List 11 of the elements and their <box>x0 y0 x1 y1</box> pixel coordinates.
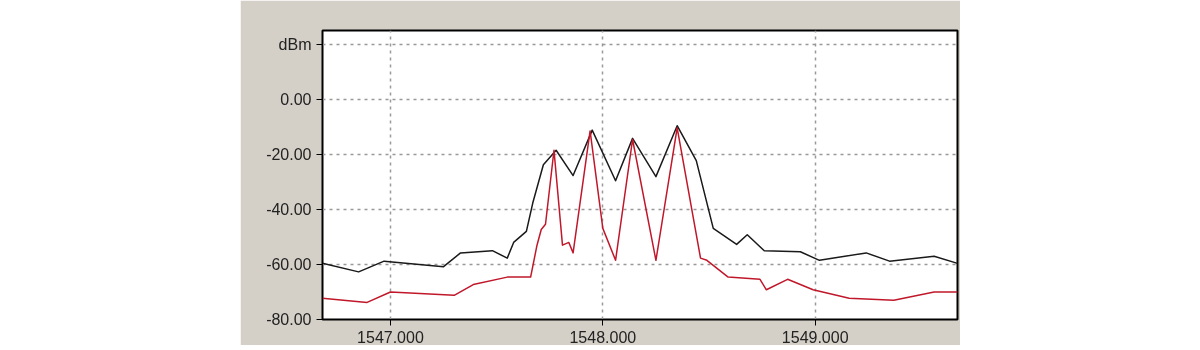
line-series <box>322 127 958 304</box>
y-tick-label: -60.00 <box>266 255 312 273</box>
y-tick-label: -20.00 <box>266 145 312 163</box>
y-tick-label: -80.00 <box>266 311 312 328</box>
x-tick-label: 1549.000 <box>781 328 849 346</box>
x-tick-label: 1548.000 <box>569 328 637 346</box>
line-series <box>322 124 958 273</box>
y-tick-label: -40.00 <box>266 200 312 218</box>
x-tick-label: 1547.000 <box>357 328 424 346</box>
y-tick-label: dBm <box>278 35 312 53</box>
y-tick-label: 0.00 <box>280 90 312 108</box>
